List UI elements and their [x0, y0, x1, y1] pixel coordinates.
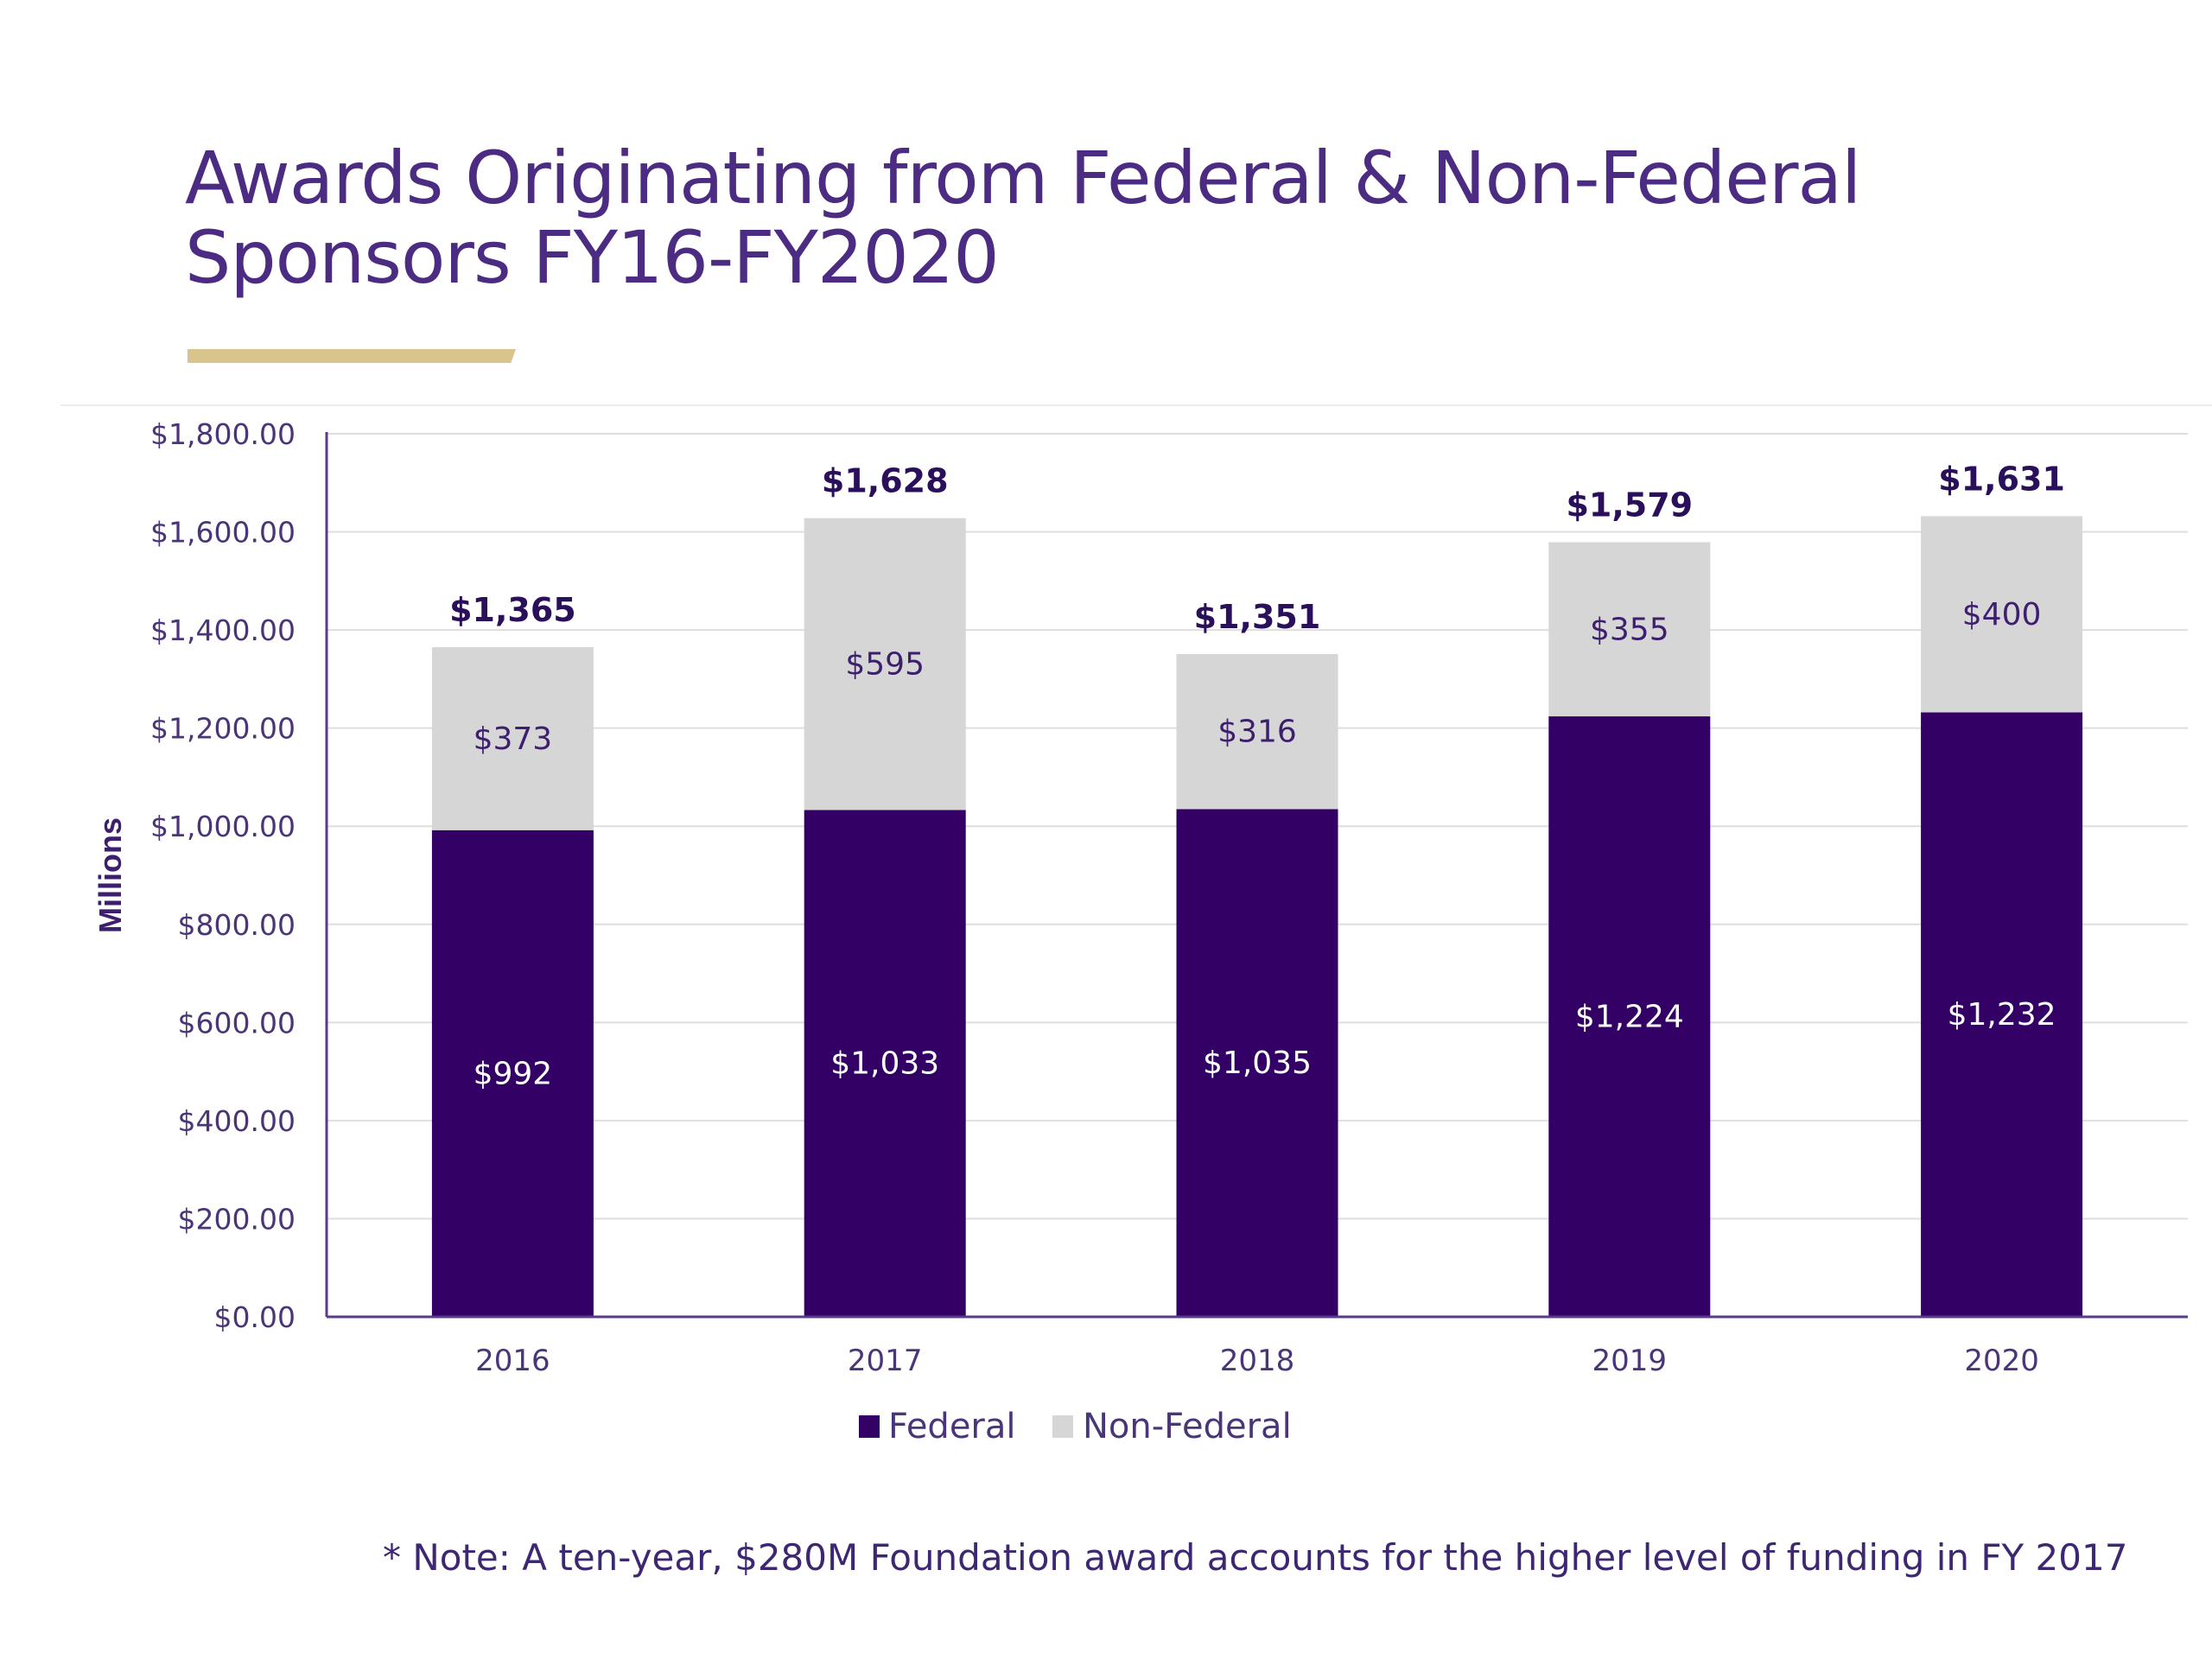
- title-accent-bar: [188, 349, 516, 363]
- y-tick-label: $1,200.00: [150, 712, 296, 746]
- data-label-non-federal-2019: $355: [1590, 612, 1669, 647]
- total-label-2018: $1,351: [1194, 598, 1321, 636]
- bar-federal-2019: [1548, 716, 1711, 1317]
- x-tick-label: 2019: [1592, 1344, 1668, 1378]
- legend-label-non-federal: Non-Federal: [1083, 1407, 1292, 1446]
- x-tick-label: 2020: [1964, 1344, 2039, 1378]
- stacked-bar-chart: $0.00 $200.00 $400.00 $600.00 $800.00 $1,000.…: [92, 417, 2188, 1446]
- y-tick-label: $400.00: [178, 1104, 296, 1138]
- y-axis-title: Millions: [92, 817, 128, 933]
- legend-label-federal: Federal: [888, 1407, 1016, 1446]
- y-tick-label: $600.00: [178, 1006, 296, 1039]
- bar-non-federal-2017: [804, 518, 966, 810]
- data-label-federal-2020: $1,232: [1948, 997, 2056, 1033]
- x-tick-label: 2017: [848, 1344, 923, 1378]
- data-label-non-federal-2016: $373: [474, 721, 553, 757]
- y-tick-label: $800.00: [178, 908, 296, 942]
- y-tick-label: $1,400.00: [150, 613, 296, 647]
- legend-swatch-federal: [859, 1415, 880, 1438]
- legend-swatch-non-federal: [1052, 1415, 1073, 1438]
- bar-non-federal-2018: [1176, 653, 1338, 810]
- bar-non-federal-2019: [1548, 542, 1711, 717]
- total-label-2016: $1,365: [449, 591, 576, 629]
- footnote: * Note: A ten-year, $280M Foundation awa…: [383, 1536, 2128, 1579]
- bar-federal-2020: [1921, 712, 2083, 1317]
- data-label-federal-2019: $1,224: [1575, 1000, 1684, 1035]
- data-label-non-federal-2017: $595: [845, 647, 925, 683]
- y-tick-label: $0.00: [214, 1300, 296, 1334]
- section-divider: [60, 404, 2212, 406]
- total-label-2017: $1,628: [822, 462, 949, 500]
- data-label-federal-2016: $992: [474, 1056, 553, 1091]
- data-label-federal-2017: $1,033: [830, 1046, 939, 1082]
- bar-federal-2018: [1176, 809, 1338, 1317]
- bar-federal-2016: [431, 830, 594, 1317]
- bar-federal-2017: [804, 810, 966, 1317]
- y-tick-label: $200.00: [178, 1202, 296, 1236]
- chart-title-line-1: Awards Originating from Federal & Non-Fe…: [185, 136, 1861, 220]
- y-tick-label: $1,600.00: [150, 516, 296, 550]
- total-label-2020: $1,631: [1938, 460, 2065, 498]
- data-label-non-federal-2020: $400: [1962, 597, 2042, 632]
- x-tick-label: 2018: [1220, 1344, 1295, 1378]
- data-label-federal-2018: $1,035: [1203, 1046, 1312, 1081]
- chart-title-line-2: Sponsors FY16-FY2020: [185, 215, 1000, 300]
- chart-title: Awards Originating from Federal & Non-Fe…: [185, 138, 2086, 297]
- y-tick-label: $1,800.00: [150, 417, 296, 451]
- total-label-2019: $1,579: [1566, 486, 1693, 524]
- y-tick-label: $1,000.00: [150, 810, 296, 843]
- bar-non-federal-2020: [1921, 516, 2083, 713]
- data-label-non-federal-2018: $316: [1217, 715, 1297, 750]
- bar-non-federal-2016: [431, 646, 594, 830]
- x-tick-label: 2016: [475, 1344, 550, 1378]
